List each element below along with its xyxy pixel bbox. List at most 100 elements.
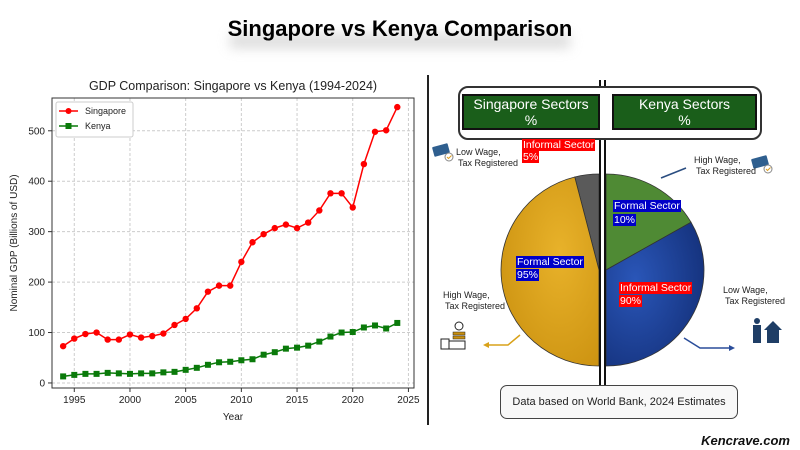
y-tick-label: 300 <box>28 227 45 238</box>
point-kenya <box>327 333 334 340</box>
pie-slice-sg-formal <box>500 176 600 367</box>
point-kenya <box>60 373 67 380</box>
point-kenya <box>271 349 278 356</box>
point-kenya <box>238 357 245 364</box>
ke-formal-label: Formal Sector <box>613 200 681 212</box>
point-singapore <box>204 288 212 295</box>
point-kenya <box>282 345 289 352</box>
point-kenya <box>71 371 78 378</box>
point-kenya <box>305 342 312 349</box>
point-singapore <box>193 305 200 312</box>
point-kenya <box>227 358 234 365</box>
point-kenya <box>383 325 390 332</box>
money-check-icon <box>751 155 773 174</box>
point-kenya <box>126 370 133 377</box>
point-kenya <box>138 370 145 377</box>
legend: Singapore Kenya <box>55 101 134 138</box>
point-singapore <box>282 221 290 228</box>
kenya-sectors-header: Kenya Sectors% <box>612 94 757 130</box>
point-singapore <box>316 207 323 214</box>
ke-informal-label: Informal Sector <box>619 282 693 294</box>
sg-high-wage-label: High Wage, Tax Registered <box>443 290 506 311</box>
point-singapore <box>304 219 312 226</box>
point-kenya <box>82 370 89 377</box>
point-kenya <box>294 344 301 351</box>
legend-marker-singapore <box>65 108 72 114</box>
y-tick-label: 0 <box>39 378 45 389</box>
point-singapore <box>126 331 134 338</box>
point-kenya <box>216 359 223 366</box>
family-house-icon <box>753 318 782 343</box>
series-line-singapore <box>62 106 398 347</box>
point-kenya <box>204 361 211 368</box>
sg-low-wage-label: Low Wage, Tax Registered <box>456 147 519 168</box>
point-singapore <box>171 321 178 329</box>
point-singapore <box>371 128 379 135</box>
hand-coins-icon <box>440 321 466 350</box>
point-singapore <box>327 190 334 197</box>
sg-informal-label: Informal Sector <box>522 139 596 151</box>
point-kenya <box>249 356 256 363</box>
y-tick-label: 100 <box>28 328 45 339</box>
legend-kenya: Kenya <box>85 121 111 131</box>
brand-watermark: Kencrave.com <box>701 433 790 448</box>
point-singapore <box>104 336 111 343</box>
x-tick-label: 2010 <box>230 395 253 406</box>
ke-low-wage-label: Low Wage, Tax Registered <box>723 285 786 306</box>
x-tick-label: 2005 <box>175 395 198 406</box>
point-singapore <box>293 224 301 232</box>
point-singapore <box>260 230 267 238</box>
point-singapore <box>160 330 167 337</box>
title-shadow <box>230 34 570 48</box>
point-singapore <box>215 282 223 289</box>
pie-slice-ke-informal <box>605 221 705 367</box>
y-axis-label: Nominal GDP (Billions of USD) <box>9 174 20 311</box>
ke-informal-pct: 90% <box>619 295 643 307</box>
point-kenya <box>360 324 367 331</box>
point-kenya <box>349 329 356 336</box>
x-tick-label: 2015 <box>286 395 309 406</box>
point-singapore <box>338 190 345 197</box>
source-note: Data based on World Bank, 2024 Estimates <box>500 385 738 419</box>
point-singapore <box>59 342 67 350</box>
series-line-kenya <box>63 322 398 378</box>
point-singapore <box>115 336 123 343</box>
point-singapore <box>82 330 89 338</box>
point-kenya <box>115 370 122 377</box>
legend-singapore: Singapore <box>85 106 126 116</box>
arrow-ke-informal <box>683 337 730 349</box>
point-kenya <box>260 351 267 358</box>
point-kenya <box>316 338 323 345</box>
point-singapore <box>349 204 356 211</box>
legend-marker-kenya <box>65 123 72 129</box>
singapore-sectors-header: Singapore Sectors% <box>462 94 600 130</box>
point-singapore <box>182 315 189 323</box>
point-singapore <box>93 329 100 336</box>
point-singapore <box>360 160 368 168</box>
point-singapore <box>137 334 145 341</box>
point-singapore <box>71 335 78 342</box>
point-kenya <box>193 364 200 371</box>
point-kenya <box>182 366 189 373</box>
point-kenya <box>93 370 100 377</box>
point-singapore <box>271 224 278 232</box>
sg-formal-pct: 95% <box>516 269 540 281</box>
point-kenya <box>394 319 401 326</box>
x-axis-label: Year <box>223 412 244 423</box>
arrow-ke-formal <box>660 167 687 179</box>
point-singapore <box>249 239 256 246</box>
x-tick-label: 2000 <box>119 395 142 406</box>
x-tick-label: 1995 <box>63 395 86 406</box>
sg-informal-pct: 5% <box>522 151 540 163</box>
point-kenya <box>372 322 379 329</box>
arrow-sg-formal <box>486 334 521 346</box>
point-kenya <box>104 369 111 376</box>
x-tick-label: 2025 <box>397 395 420 406</box>
point-kenya <box>149 370 156 377</box>
page-title: Singapore vs Kenya Comparison <box>227 16 573 41</box>
point-kenya <box>338 329 345 336</box>
chart-title: GDP Comparison: Singapore vs Kenya (1994… <box>89 79 377 93</box>
point-singapore <box>227 282 234 289</box>
x-tick-label: 2020 <box>342 395 365 406</box>
